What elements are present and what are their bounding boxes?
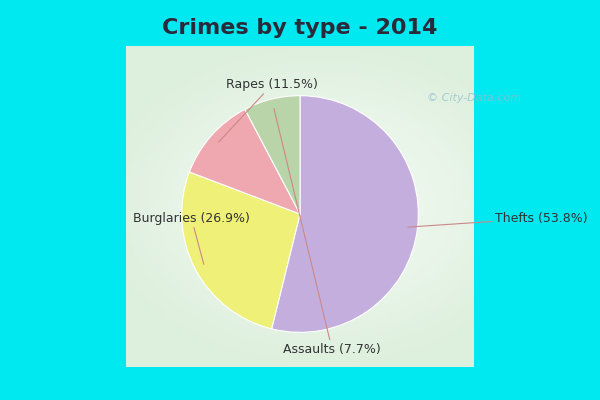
Text: © City-Data.com: © City-Data.com bbox=[427, 94, 521, 104]
Text: Thefts (53.8%): Thefts (53.8%) bbox=[408, 212, 587, 227]
Wedge shape bbox=[245, 96, 300, 214]
Wedge shape bbox=[190, 109, 300, 214]
Wedge shape bbox=[182, 172, 300, 329]
Wedge shape bbox=[272, 96, 418, 332]
Text: Assaults (7.7%): Assaults (7.7%) bbox=[274, 108, 381, 356]
Text: Crimes by type - 2014: Crimes by type - 2014 bbox=[163, 18, 437, 38]
Text: Burglaries (26.9%): Burglaries (26.9%) bbox=[133, 212, 250, 264]
Text: Rapes (11.5%): Rapes (11.5%) bbox=[219, 78, 318, 142]
